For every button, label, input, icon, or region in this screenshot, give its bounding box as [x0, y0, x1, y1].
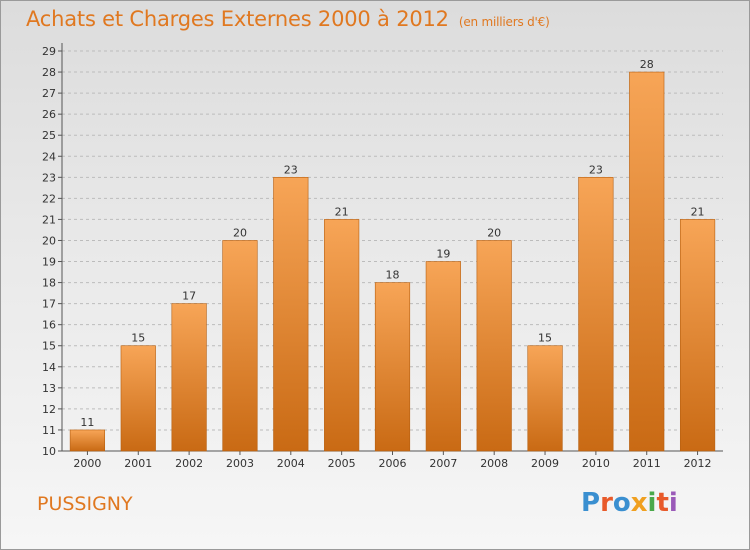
bar-value-label: 20: [487, 226, 501, 239]
x-tick-label: 2006: [379, 457, 407, 470]
bar-value-label: 21: [691, 205, 705, 218]
y-tick-label: 14: [42, 361, 56, 374]
y-tick-label: 25: [42, 129, 56, 142]
x-tick-label: 2012: [684, 457, 712, 470]
labels: 11 2000 15 2001 17 2002 20 2003 23 2004 21 2005 18 20…: [73, 58, 711, 470]
bar-value-label: 20: [233, 226, 247, 239]
bar-value-label: 21: [335, 205, 349, 218]
x-tick-label: 2011: [633, 457, 661, 470]
y-tick-label: 10: [42, 445, 56, 458]
chart-title: Achats et Charges Externes 2000 à 2012 (e…: [26, 7, 550, 31]
x-tick-label: 2010: [582, 457, 610, 470]
y-tick-label: 20: [42, 234, 56, 247]
y-tick-label: 29: [42, 45, 56, 58]
x-tick-label: 2000: [73, 457, 101, 470]
bar-value-label: 28: [640, 58, 654, 71]
bar-value-label: 23: [589, 163, 603, 176]
y-tick-label: 28: [42, 66, 56, 79]
x-tick-label: 2002: [175, 457, 203, 470]
bar-value-label: 15: [538, 332, 552, 345]
bar: [679, 219, 716, 452]
logo-letter: x: [630, 488, 648, 518]
y-tick-label: 18: [42, 277, 56, 290]
bar: [69, 429, 106, 452]
bar: [578, 177, 614, 452]
bar: [222, 240, 258, 452]
y-tick-label: 26: [42, 108, 56, 121]
y-tick-label: 27: [42, 87, 56, 100]
bar-value-label: 18: [386, 269, 400, 282]
y-tick-label: 24: [42, 150, 56, 163]
x-tick-label: 2005: [328, 457, 356, 470]
bar: [527, 345, 563, 452]
y-tick-label: 11: [42, 424, 56, 437]
chart-subtitle: (en milliers d'€): [458, 15, 550, 29]
logo-letter: o: [612, 488, 631, 518]
bar: [171, 303, 207, 452]
x-tick-label: 2009: [531, 457, 559, 470]
logo-letter: t: [656, 488, 669, 518]
bar-value-label: 19: [436, 248, 450, 261]
y-tick-label: 16: [42, 319, 56, 332]
bar: [374, 282, 411, 452]
y-tick-label: 23: [42, 171, 56, 184]
bar: [476, 240, 512, 452]
y-tick-label: 15: [42, 340, 56, 353]
y-tick-label: 13: [42, 382, 56, 395]
logo-letter: P: [581, 488, 601, 518]
x-tick-label: 2003: [226, 457, 254, 470]
x-tick-label: 2004: [277, 457, 305, 470]
logo-letter: i: [647, 488, 657, 518]
bar: [425, 261, 461, 452]
y-tick-label: 19: [42, 256, 56, 269]
y-tick-label: 12: [42, 403, 56, 416]
bar-value-label: 11: [80, 416, 94, 429]
proxiti-logo[interactable]: Proxiti: [581, 488, 678, 518]
bars: [69, 71, 716, 452]
y-tick-label: 17: [42, 298, 56, 311]
x-tick-label: 2008: [480, 457, 508, 470]
x-tick-label: 2001: [124, 457, 152, 470]
bar-value-label: 15: [131, 332, 145, 345]
commune-name: PUSSIGNY: [37, 493, 133, 515]
y-tick-label: 22: [42, 192, 56, 205]
bar-value-label: 23: [284, 163, 298, 176]
bar: [629, 71, 665, 452]
x-tick-label: 2007: [429, 457, 457, 470]
bar: [324, 219, 360, 452]
y-tick-label: 21: [42, 213, 56, 226]
logo-letter: i: [668, 488, 678, 518]
chart-title-text: Achats et Charges Externes 2000 à 2012: [26, 7, 449, 31]
bar-value-label: 17: [182, 290, 196, 303]
bar: [120, 345, 156, 452]
bar: [273, 177, 309, 452]
logo-letter: r: [600, 488, 613, 518]
